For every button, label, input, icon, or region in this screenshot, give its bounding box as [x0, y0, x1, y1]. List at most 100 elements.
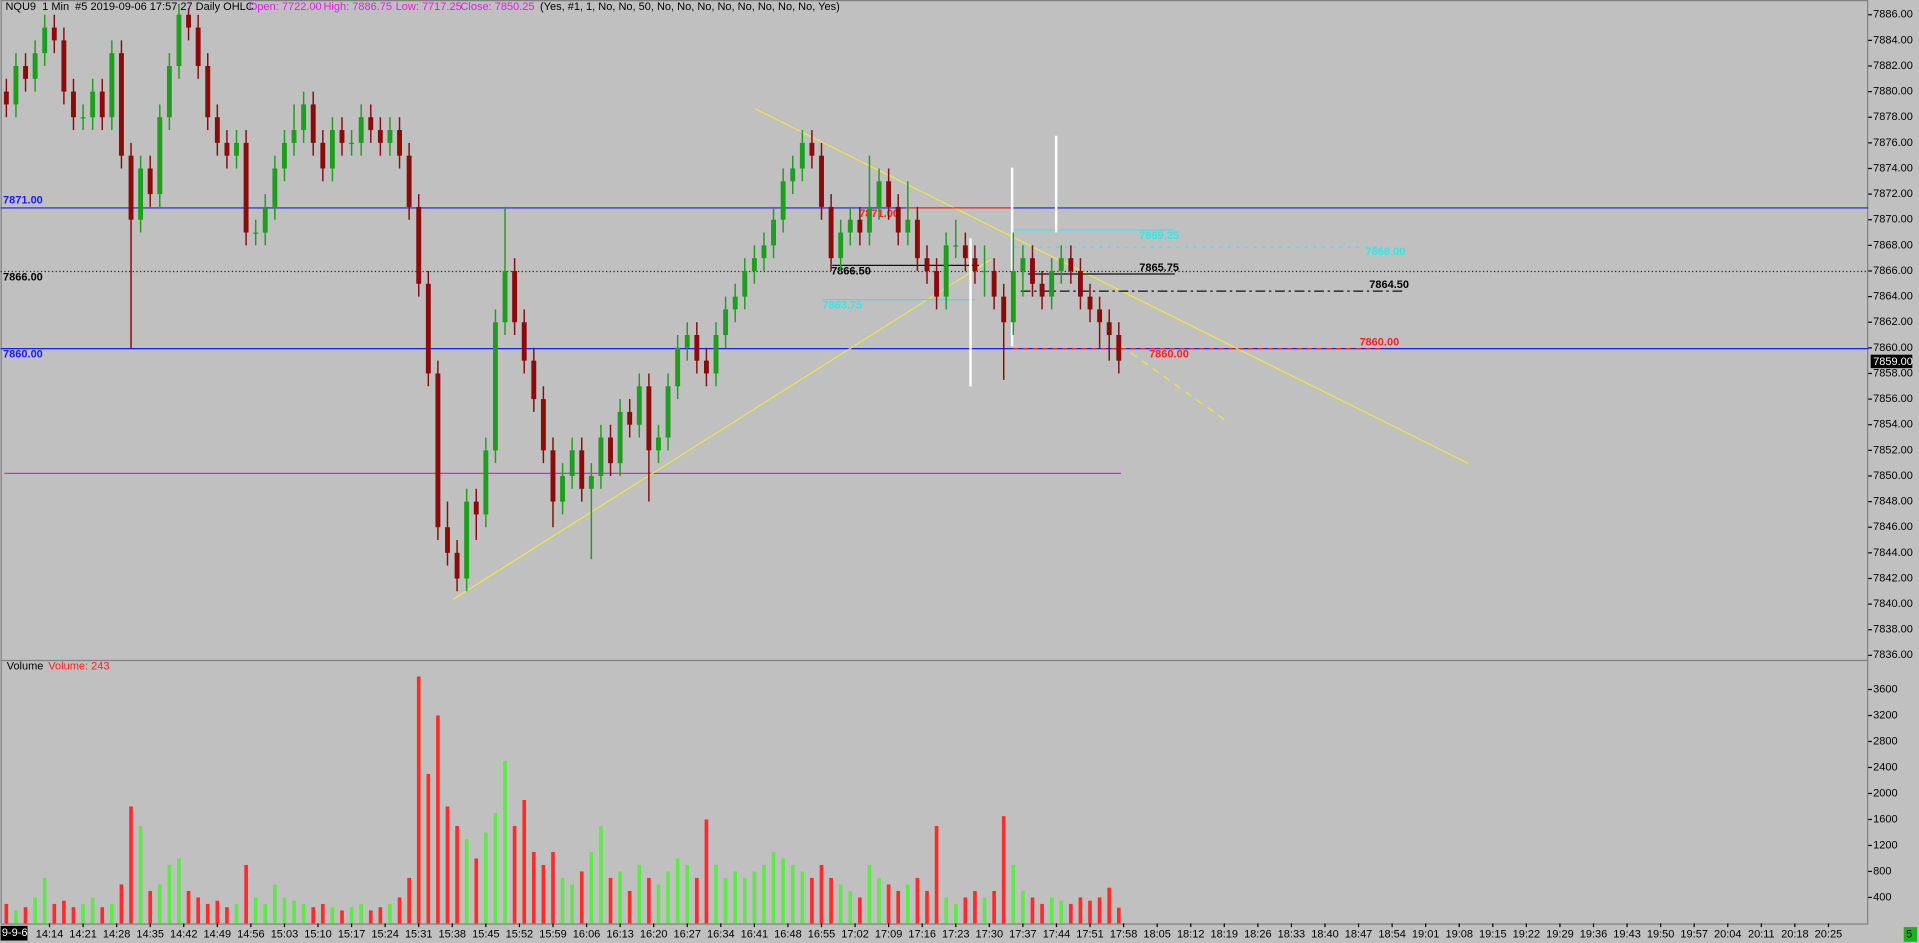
candle-body	[71, 91, 76, 118]
candle-body	[358, 117, 364, 143]
volume-bar	[503, 760, 507, 924]
candle-body	[473, 501, 479, 515]
candle-body	[1049, 270, 1055, 297]
candle-body	[521, 322, 527, 361]
candle-body	[675, 347, 681, 387]
volume-bar	[368, 910, 373, 924]
volume-bar	[992, 890, 996, 924]
x-tick-label: 16:13	[606, 928, 634, 940]
volume-bar	[512, 825, 517, 924]
y2-tick-label: 2400	[1873, 761, 1897, 773]
candle-body	[828, 206, 834, 259]
y-tick-label: 7886.00	[1873, 9, 1913, 21]
volume-bar	[320, 903, 325, 924]
annotation: 7865.75	[1139, 262, 1179, 274]
candle-body	[138, 168, 144, 220]
volume-bar	[589, 851, 594, 924]
volume-bar	[484, 832, 488, 924]
candle-body	[790, 168, 796, 182]
y2-tick-label: 3600	[1873, 683, 1897, 695]
candle-body	[80, 117, 86, 119]
volume-bar	[330, 907, 335, 924]
y-tick-label: 7880.00	[1873, 86, 1913, 98]
y-tick-label: 7836.00	[1873, 649, 1913, 661]
candle-body	[147, 168, 153, 195]
candle-body	[90, 91, 96, 118]
x-tick-label: 14:28	[103, 928, 131, 940]
annotation: 7863.75	[823, 300, 863, 312]
volume-bar	[905, 884, 910, 924]
candle-body	[425, 283, 431, 374]
candle-body	[636, 386, 642, 425]
volume-bar	[90, 897, 95, 924]
x-tick-label: 18:19	[1211, 928, 1239, 940]
candle-body	[23, 65, 28, 79]
x-tick-label: 19:50	[1647, 928, 1675, 940]
x-tick-label: 14:42	[170, 928, 198, 940]
candle-body	[560, 475, 566, 502]
volume-bar	[292, 900, 296, 924]
volume-bar	[1059, 900, 1064, 924]
candle-body	[109, 53, 115, 118]
volume-bar	[944, 897, 949, 924]
candle-body	[3, 91, 9, 105]
plot-border	[0, 0, 1869, 925]
volume-bar	[119, 884, 124, 924]
y-tick-label: 7844.00	[1873, 547, 1913, 559]
x-tick-label: 16:55	[808, 928, 836, 940]
candle-body	[809, 142, 815, 156]
volume-bar	[263, 903, 268, 924]
volume-bar	[618, 871, 622, 924]
candle-body	[684, 335, 690, 348]
volume-bar	[647, 877, 651, 924]
volume-bar	[225, 907, 229, 924]
candle-body	[1020, 258, 1026, 271]
candle-body	[627, 411, 633, 425]
candle-body	[512, 270, 518, 323]
x-tick-label: 15:10	[304, 928, 332, 940]
x-tick-label: 18:05	[1143, 928, 1171, 940]
volume-bar	[196, 897, 200, 924]
x-tick-label: 14:14	[36, 928, 64, 940]
x-tick-label: 19:01	[1412, 928, 1440, 940]
x-tick-label: 14:49	[204, 928, 232, 940]
annotation: 7868.00	[1366, 246, 1406, 258]
volume-bar	[378, 907, 383, 924]
volume-bar	[273, 884, 277, 924]
volume-bar	[1030, 897, 1035, 924]
volume-bar	[1116, 907, 1121, 924]
volume-bar	[1107, 887, 1112, 924]
candle-body	[282, 142, 287, 169]
candle-body	[991, 270, 997, 297]
x-tick-label: 19:08	[1445, 928, 1473, 940]
volume-bar	[925, 890, 929, 924]
x-tick-label: 15:59	[539, 928, 567, 940]
volume-bar	[953, 903, 958, 924]
volume-bar	[982, 897, 987, 924]
x-tick-label: 19:15	[1479, 928, 1507, 940]
candle-body	[1030, 258, 1035, 284]
y-tick-label: 7862.00	[1873, 316, 1913, 328]
volume-bar	[205, 903, 210, 924]
volume-title: Volume	[7, 660, 44, 672]
volume-bar	[733, 871, 738, 924]
candle-body	[1058, 258, 1064, 271]
volume-bar	[579, 871, 584, 924]
x-tick-label: 14:35	[136, 928, 164, 940]
candle-body	[1001, 296, 1007, 323]
candle-body	[934, 270, 940, 297]
date-label: 9-9-6	[2, 927, 28, 939]
volume-bar	[541, 864, 546, 924]
header-open: Open: 7722.00	[249, 1, 322, 13]
candle-body	[157, 117, 163, 195]
volume-bar	[675, 858, 680, 924]
candle-body	[953, 245, 959, 247]
candle-body	[895, 206, 901, 233]
volume-bar	[810, 877, 814, 924]
candle-body	[694, 335, 700, 361]
y2-tick-label: 400	[1873, 891, 1891, 903]
candle-body	[176, 14, 182, 66]
candle-body	[243, 142, 249, 233]
x-tick-label: 17:30	[976, 928, 1004, 940]
candle-body	[61, 40, 67, 92]
